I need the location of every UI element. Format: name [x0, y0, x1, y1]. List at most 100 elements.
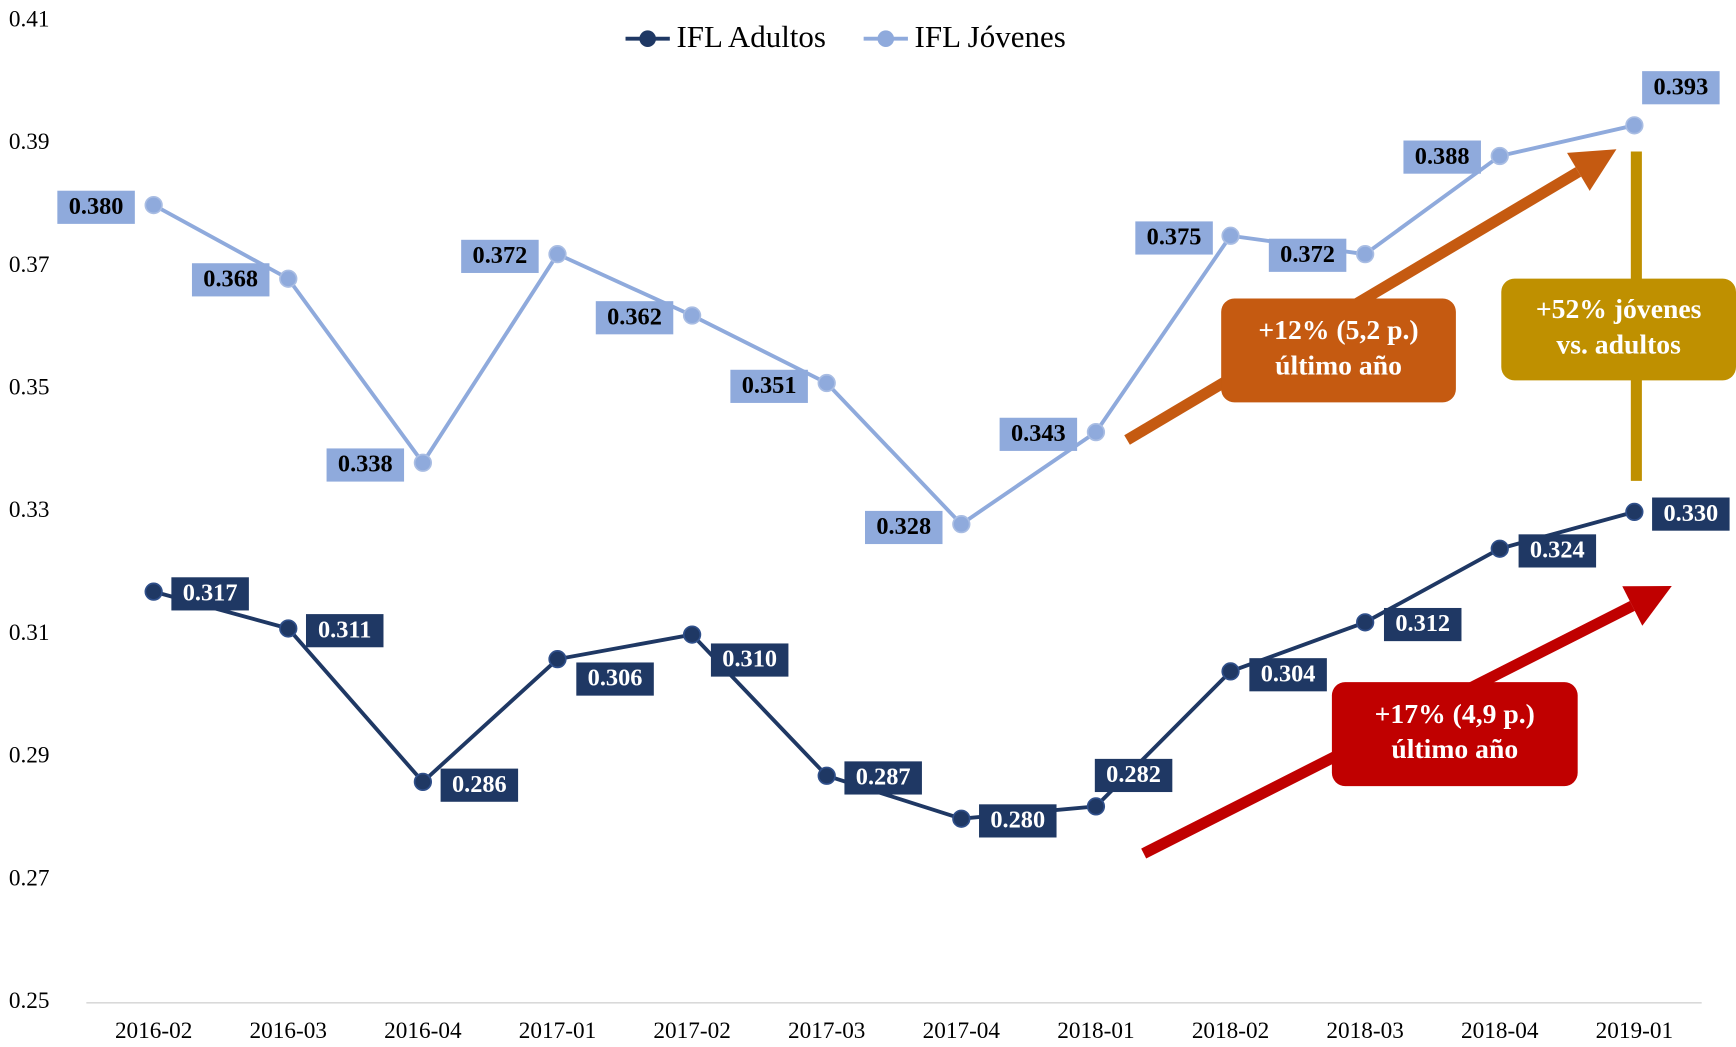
value-label: 0.310: [722, 646, 777, 673]
point: [682, 625, 702, 644]
value-label-box: [710, 643, 789, 677]
x-tick-label: 2018-04: [1461, 1018, 1539, 1044]
value-label: 0.343: [1011, 420, 1066, 447]
value-label: 0.324: [1530, 537, 1585, 564]
legend-marker: [639, 30, 656, 47]
y-tick-label: 0.25: [9, 988, 50, 1014]
value-label-box: [1403, 140, 1481, 174]
legend-label: IFL Jóvenes: [915, 19, 1066, 54]
value-label-box: [171, 577, 249, 611]
x-tick-label: 2016-04: [384, 1018, 462, 1044]
point: [548, 245, 567, 264]
value-label-box: [461, 239, 539, 273]
point: [1221, 226, 1240, 245]
annotation-text: último año: [1391, 733, 1518, 764]
value-label: 0.362: [607, 303, 662, 330]
point: [1625, 116, 1644, 135]
value-label-box: [326, 448, 405, 482]
point: [817, 373, 836, 393]
y-tick-label: 0.35: [9, 375, 50, 401]
point: [279, 619, 298, 638]
point: [1490, 146, 1509, 166]
point: [413, 772, 433, 791]
x-tick-label: 2017-03: [788, 1018, 865, 1044]
x-tick-label: 2018-03: [1326, 1018, 1403, 1044]
x-tick-label: 2018-01: [1057, 1018, 1134, 1044]
value-label-box: [1652, 497, 1730, 531]
annotation-text: último año: [1275, 350, 1402, 381]
value-label: 0.282: [1106, 761, 1161, 788]
point: [413, 453, 433, 472]
value-label: 0.351: [742, 372, 797, 399]
y-tick-label: 0.29: [9, 743, 50, 769]
point: [682, 306, 702, 325]
series-line: [152, 123, 1635, 527]
point: [1625, 502, 1644, 522]
value-label-box: [1094, 758, 1173, 793]
value-label-box: [1383, 607, 1462, 642]
arrow-head: [1622, 585, 1672, 626]
annotation-text: +12% (5,2 p.): [1258, 314, 1418, 345]
value-label: 0.328: [876, 513, 931, 540]
legend-marker: [877, 30, 895, 47]
value-label: 0.304: [1261, 660, 1316, 687]
value-label-box: [191, 263, 270, 297]
point: [144, 582, 163, 601]
y-tick-label: 0.41: [9, 6, 50, 32]
annotation-box: [1221, 298, 1456, 403]
x-tick-label: 2016-03: [250, 1018, 327, 1044]
y-tick-label: 0.39: [9, 129, 50, 155]
value-label-box: [1642, 71, 1720, 105]
point: [144, 195, 163, 215]
x-tick-label: 2018-02: [1192, 1018, 1269, 1044]
x-tick-label: 2017-02: [653, 1018, 730, 1044]
annotation-text: +52% jóvenes: [1536, 293, 1702, 324]
value-label: 0.388: [1415, 143, 1470, 170]
value-label-box: [305, 614, 384, 648]
value-label: 0.317: [183, 580, 238, 607]
value-label: 0.330: [1663, 500, 1718, 527]
value-label-box: [1268, 238, 1347, 272]
point: [1356, 613, 1375, 632]
value-label: 0.312: [1395, 610, 1450, 637]
x-tick-label: 2019-01: [1596, 1018, 1673, 1044]
legend-label: IFL Adultos: [676, 19, 826, 54]
point: [548, 650, 567, 669]
value-label: 0.306: [588, 665, 643, 692]
value-label: 0.287: [856, 764, 911, 791]
value-label: 0.393: [1653, 73, 1708, 100]
y-tick-label: 0.37: [9, 252, 50, 278]
value-label: 0.375: [1147, 224, 1202, 251]
value-label-box: [1518, 534, 1597, 568]
point: [952, 809, 971, 828]
value-label: 0.338: [338, 451, 393, 478]
y-tick-label: 0.33: [9, 497, 50, 523]
annotation-text: +17% (4,9 p.): [1375, 698, 1535, 729]
value-label-box: [730, 369, 808, 403]
point: [1086, 797, 1106, 816]
value-label-box: [57, 190, 135, 224]
value-label-box: [1249, 658, 1327, 692]
value-label: 0.372: [1280, 241, 1335, 268]
point: [1356, 245, 1375, 264]
value-label: 0.372: [473, 242, 528, 269]
value-label-box: [865, 510, 943, 545]
value-label-box: [979, 804, 1057, 838]
value-label: 0.280: [990, 807, 1045, 834]
arrow-head: [1567, 149, 1617, 191]
value-label-box: [440, 768, 519, 802]
value-label-box: [999, 417, 1078, 451]
point: [1490, 539, 1509, 558]
annotation-box: [1331, 682, 1578, 787]
x-tick-label: 2017-04: [923, 1018, 1001, 1044]
annotation-text: vs. adultos: [1556, 329, 1681, 360]
point: [1221, 662, 1240, 681]
x-tick-label: 2017-01: [519, 1018, 596, 1044]
point: [279, 269, 298, 288]
point: [817, 766, 836, 785]
point: [952, 515, 971, 534]
point: [1086, 423, 1106, 442]
value-label-box: [595, 301, 674, 335]
y-tick-label: 0.27: [9, 865, 50, 891]
